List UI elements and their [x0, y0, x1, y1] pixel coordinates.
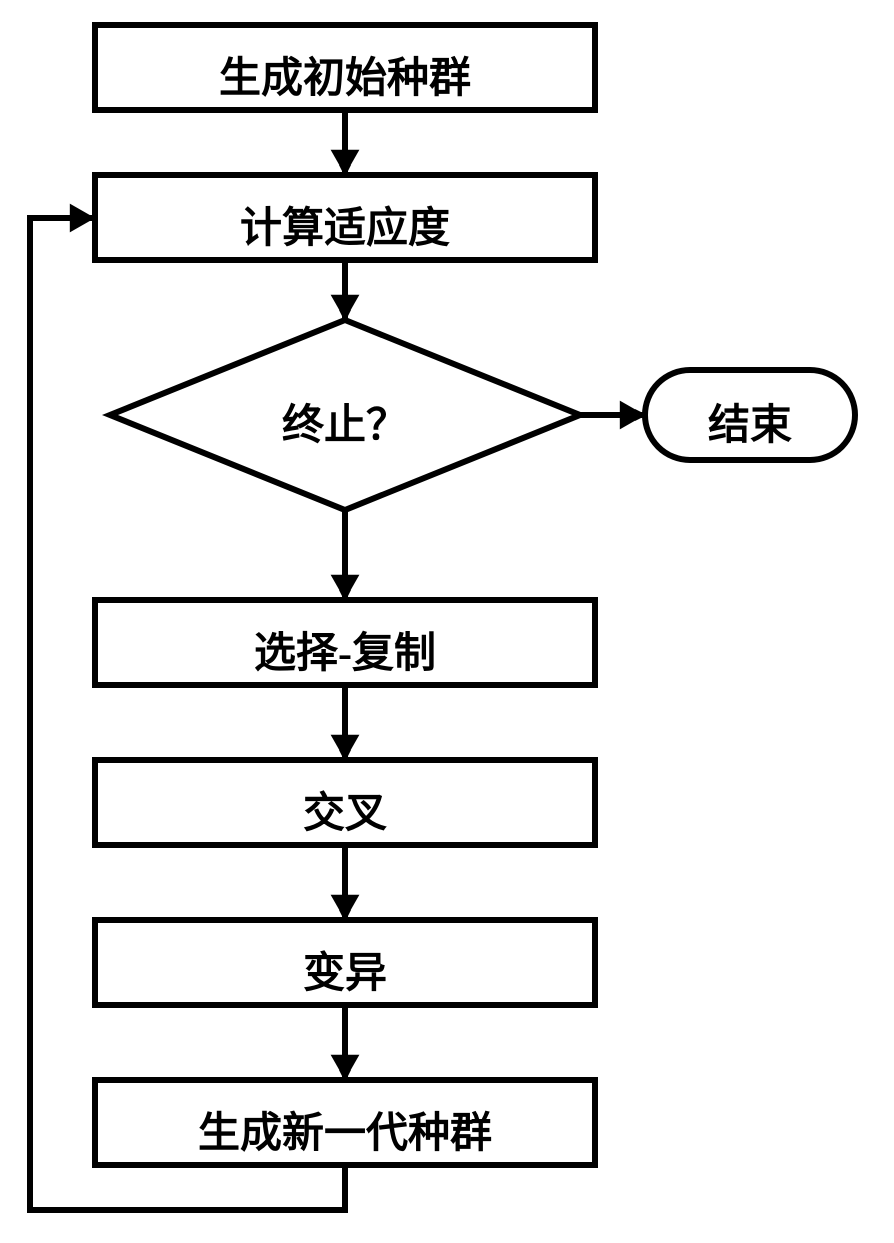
arrowhead-5: [331, 895, 360, 920]
node-label-n6: 交叉: [95, 779, 595, 840]
arrowhead-6: [331, 1055, 360, 1080]
node-label-n5: 选择-复制: [95, 619, 595, 680]
node-label-n2: 计算适应度: [95, 194, 595, 255]
arrowhead-4: [331, 735, 360, 760]
node-label-n1: 生成初始种群: [95, 44, 595, 105]
arrowhead-1: [331, 295, 360, 320]
node-label-n7: 变异: [95, 939, 595, 1000]
arrowhead-0: [331, 150, 360, 175]
arrowhead-3: [331, 575, 360, 600]
edge-7: [30, 218, 345, 1210]
arrowhead-2: [620, 401, 645, 430]
node-label-n8: 生成新一代种群: [95, 1099, 595, 1160]
node-label-n3: 终止？: [110, 391, 580, 452]
node-label-n4: 结束: [645, 391, 855, 452]
arrowhead-7: [70, 204, 95, 233]
